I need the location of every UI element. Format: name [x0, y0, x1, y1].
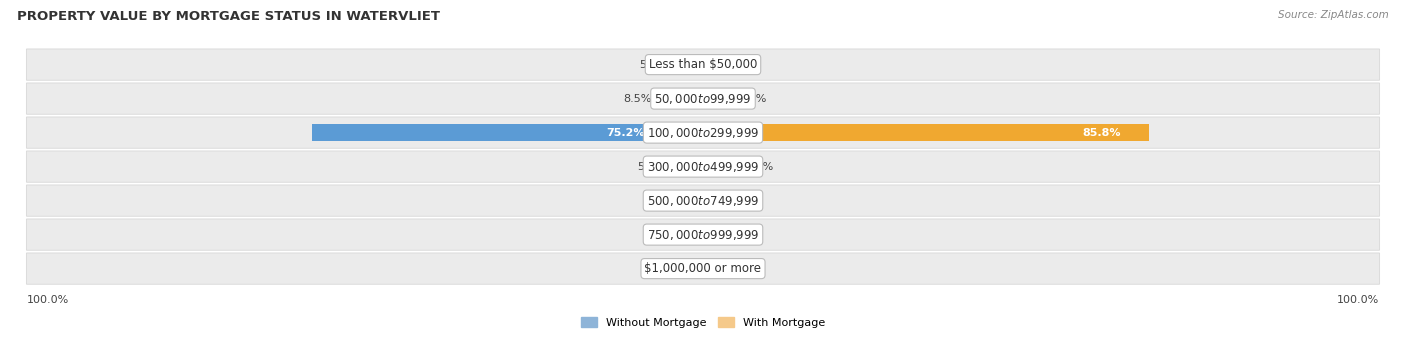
Text: Source: ZipAtlas.com: Source: ZipAtlas.com	[1278, 10, 1389, 20]
Text: $100,000 to $299,999: $100,000 to $299,999	[647, 125, 759, 140]
FancyBboxPatch shape	[27, 219, 1379, 250]
Bar	[673, 158, 703, 175]
Bar	[703, 56, 714, 73]
Text: 0.0%: 0.0%	[710, 195, 738, 206]
Text: 5.4%: 5.4%	[640, 59, 668, 70]
Bar	[312, 124, 703, 141]
Legend: Without Mortgage, With Mortgage: Without Mortgage, With Mortgage	[576, 312, 830, 332]
Text: $50,000 to $99,999: $50,000 to $99,999	[654, 91, 752, 106]
Text: 0.0%: 0.0%	[710, 264, 738, 274]
FancyBboxPatch shape	[27, 151, 1379, 182]
FancyBboxPatch shape	[27, 185, 1379, 216]
Text: 85.8%: 85.8%	[1083, 128, 1121, 138]
Text: 5.4%: 5.4%	[738, 94, 766, 104]
Text: 100.0%: 100.0%	[27, 295, 69, 305]
Bar	[659, 90, 703, 107]
FancyBboxPatch shape	[27, 49, 1379, 80]
Bar	[692, 260, 703, 277]
Text: $1,000,000 or more: $1,000,000 or more	[644, 262, 762, 275]
Text: 8.5%: 8.5%	[623, 94, 651, 104]
Bar	[695, 192, 703, 209]
Text: 100.0%: 100.0%	[1337, 295, 1379, 305]
FancyBboxPatch shape	[27, 253, 1379, 284]
Text: 75.2%: 75.2%	[606, 128, 644, 138]
Bar	[693, 226, 703, 243]
Text: 2.2%: 2.2%	[721, 59, 751, 70]
Bar	[703, 90, 731, 107]
Text: PROPERTY VALUE BY MORTGAGE STATUS IN WATERVLIET: PROPERTY VALUE BY MORTGAGE STATUS IN WAT…	[17, 10, 440, 23]
FancyBboxPatch shape	[27, 83, 1379, 114]
Text: 6.6%: 6.6%	[745, 162, 773, 172]
Bar	[675, 56, 703, 73]
FancyBboxPatch shape	[27, 117, 1379, 148]
Text: 1.5%: 1.5%	[659, 195, 688, 206]
Text: 0.0%: 0.0%	[710, 230, 738, 240]
Text: 5.7%: 5.7%	[637, 162, 666, 172]
Text: 2.1%: 2.1%	[657, 264, 685, 274]
Text: $300,000 to $499,999: $300,000 to $499,999	[647, 159, 759, 174]
Text: 1.8%: 1.8%	[658, 230, 686, 240]
Text: Less than $50,000: Less than $50,000	[648, 58, 758, 71]
Text: $750,000 to $999,999: $750,000 to $999,999	[647, 227, 759, 242]
Bar	[703, 124, 1149, 141]
Bar	[703, 158, 737, 175]
Text: $500,000 to $749,999: $500,000 to $749,999	[647, 193, 759, 208]
